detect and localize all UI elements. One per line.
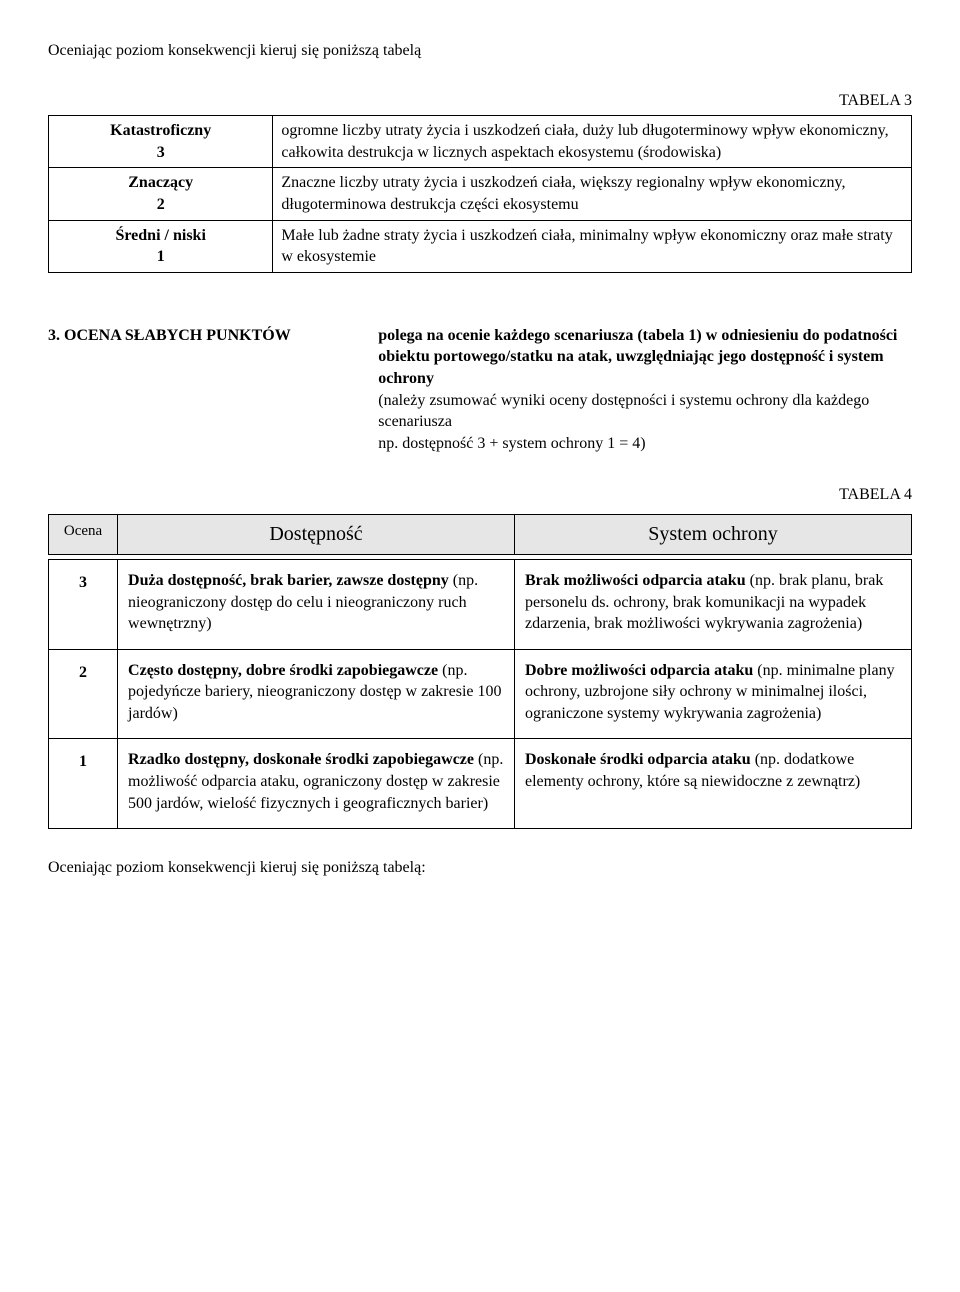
table4-label: TABELA 4 (48, 484, 912, 506)
table-row: Średni / niski 1 Małe lub żadne straty ż… (49, 220, 912, 272)
table3-level: Średni / niski 1 (49, 220, 273, 272)
footer-text: Oceniając poziom konsekwencji kieruj się… (48, 857, 912, 879)
table4-score: 1 (49, 739, 118, 829)
table3-label: TABELA 3 (48, 90, 912, 112)
table-row: 2 Często dostępny, dobre środki zapobieg… (49, 649, 912, 739)
table4: Ocena Dostępność System ochrony 3 Duża d… (48, 514, 912, 829)
cell-bold: Dobre możliwości odparcia ataku (525, 662, 757, 679)
table-row: Znaczący 2 Znaczne liczby utraty życia i… (49, 168, 912, 220)
table3-desc: ogromne liczby utraty życia i uszkodzeń … (273, 116, 912, 168)
cell-bold: Doskonałe środki odparcia ataku (525, 751, 755, 768)
table-row: 3 Duża dostępność, brak barier, zawsze d… (49, 559, 912, 649)
section3-body: polega na ocenie każdego scenariusza (ta… (378, 325, 912, 455)
table4-header-sys: System ochrony (515, 514, 912, 554)
table4-sys: Brak możliwości odparcia ataku (np. brak… (515, 559, 912, 649)
table4-sys: Dobre możliwości odparcia ataku (np. min… (515, 649, 912, 739)
table3-desc: Małe lub żadne straty życia i uszkodzeń … (273, 220, 912, 272)
table-row: Katastroficzny 3 ogromne liczby utraty ż… (49, 116, 912, 168)
table4-header-row: Ocena Dostępność System ochrony (49, 514, 912, 554)
cell-bold: Duża dostępność, brak barier, zawsze dos… (128, 572, 453, 589)
table4-score: 3 (49, 559, 118, 649)
section3-heading: 3. OCENA SŁABYCH PUNKTÓW (48, 325, 348, 455)
section3-body-bold: polega na ocenie każdego scenariusza (ta… (378, 327, 897, 387)
table3-desc: Znaczne liczby utraty życia i uszkodzeń … (273, 168, 912, 220)
table4-header-dost: Dostępność (118, 514, 515, 554)
intro-text: Oceniając poziom konsekwencji kieruj się… (48, 40, 912, 62)
cell-bold: Brak możliwości odparcia ataku (525, 572, 750, 589)
table4-sys: Doskonałe środki odparcia ataku (np. dod… (515, 739, 912, 829)
table-row: 1 Rzadko dostępny, doskonałe środki zapo… (49, 739, 912, 829)
table3-level: Katastroficzny 3 (49, 116, 273, 168)
table4-dost: Duża dostępność, brak barier, zawsze dos… (118, 559, 515, 649)
section3-body-plain: (należy zsumować wyniki oceny dostępnośc… (378, 392, 869, 452)
table4-dost: Często dostępny, dobre środki zapobiegaw… (118, 649, 515, 739)
table4-header-ocena: Ocena (49, 514, 118, 554)
cell-bold: Rzadko dostępny, doskonałe środki zapobi… (128, 751, 478, 768)
cell-bold: Często dostępny, dobre środki zapobiegaw… (128, 662, 442, 679)
table4-dost: Rzadko dostępny, doskonałe środki zapobi… (118, 739, 515, 829)
table4-score: 2 (49, 649, 118, 739)
section3: 3. OCENA SŁABYCH PUNKTÓW polega na oceni… (48, 325, 912, 455)
table3: Katastroficzny 3 ogromne liczby utraty ż… (48, 115, 912, 273)
table3-level: Znaczący 2 (49, 168, 273, 220)
